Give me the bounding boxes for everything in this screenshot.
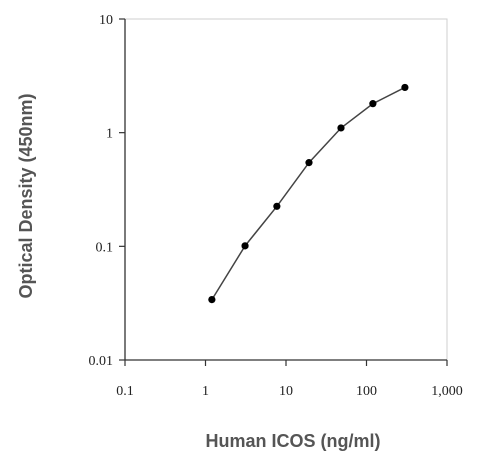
data-point bbox=[369, 100, 377, 108]
x-tick-label: 100 bbox=[356, 384, 377, 399]
x-tick-label: 0.1 bbox=[116, 384, 134, 399]
x-tick-label: 1 bbox=[202, 384, 209, 399]
plot-frame bbox=[124, 18, 448, 361]
y-tick-label: 10 bbox=[99, 13, 113, 28]
data-point bbox=[273, 202, 281, 210]
data-point bbox=[337, 124, 345, 132]
x-axis-title: Human ICOS (ng/ml) bbox=[206, 431, 381, 451]
data-point bbox=[305, 159, 313, 167]
y-tick-label: 0.01 bbox=[89, 354, 114, 369]
data-point bbox=[208, 295, 216, 304]
series-group bbox=[208, 83, 409, 304]
y-tick-label: 1 bbox=[106, 127, 113, 142]
series-line bbox=[211, 86, 406, 300]
axes-group bbox=[124, 18, 448, 361]
x-tick-label: 1,000 bbox=[431, 384, 463, 399]
x-tick-label: 10 bbox=[279, 384, 293, 399]
data-point bbox=[401, 83, 409, 92]
y-axis-title: Optical Density (450nm) bbox=[16, 93, 36, 298]
y-tick-label: 0.1 bbox=[96, 240, 114, 255]
data-point bbox=[241, 242, 249, 250]
